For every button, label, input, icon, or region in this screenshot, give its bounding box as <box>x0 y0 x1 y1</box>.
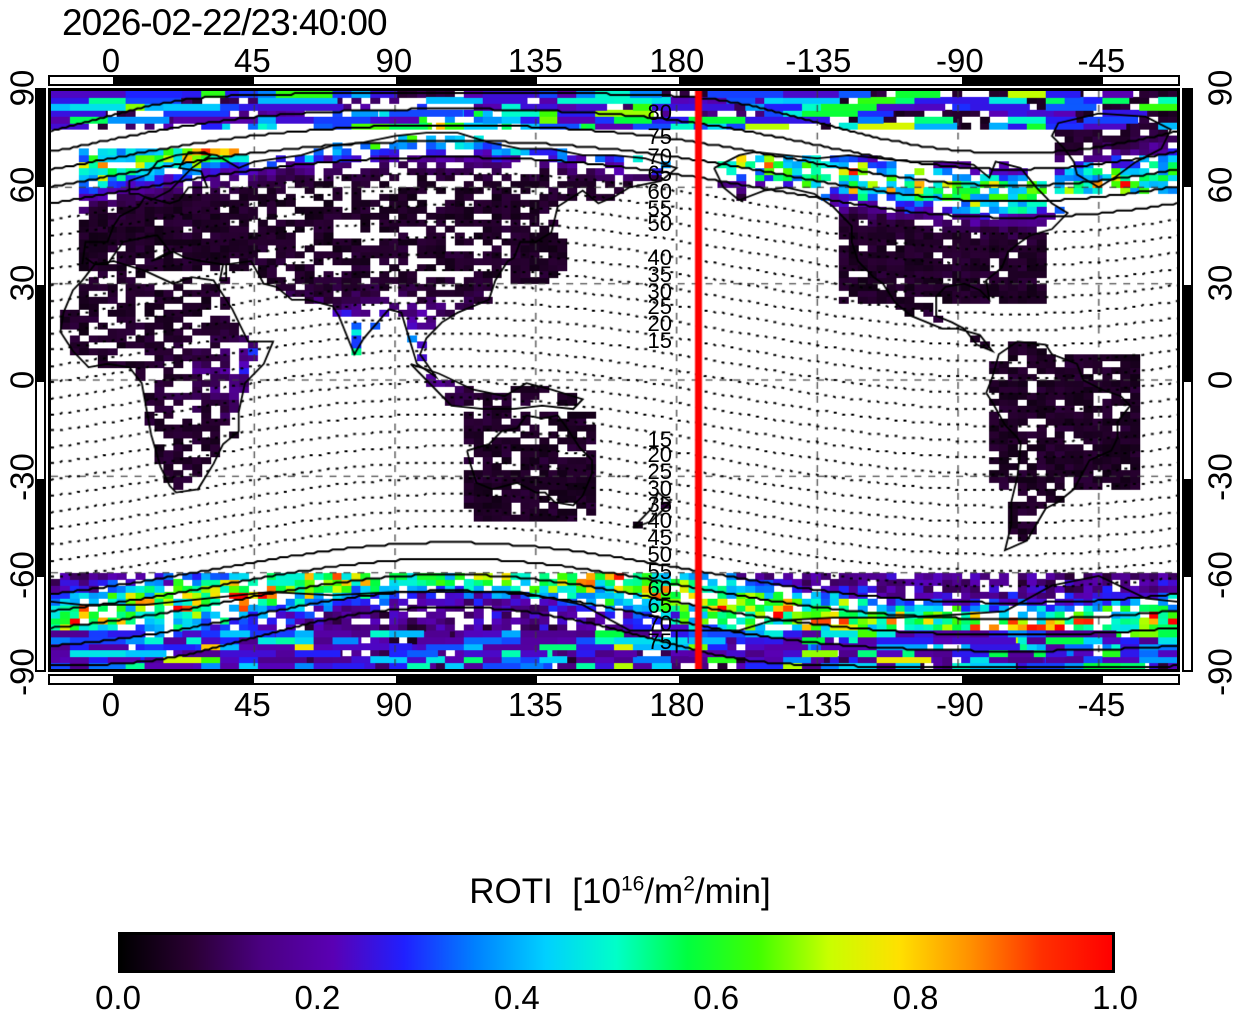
x-axis-tick-label-top: 45 <box>234 42 271 79</box>
maglat-contour-label-south: 75 <box>647 629 672 655</box>
bottom-tick-bar <box>48 674 1180 685</box>
maglat-contour-label-north: 60 <box>647 178 672 204</box>
roti-world-map[interactable] <box>48 88 1180 672</box>
maglat-contour-label-north: 50 <box>647 211 672 237</box>
maglat-contour-label-south: 55 <box>647 559 672 585</box>
maglat-contour-label-north: 35 <box>647 261 672 287</box>
maglat-contour-label-north: 25 <box>647 294 672 320</box>
y-axis-tick-label-right: 60 <box>1201 166 1239 204</box>
maglat-contour-label-south: 20 <box>647 442 672 468</box>
x-axis-tick-label-bottom: 45 <box>234 686 271 723</box>
x-axis-tick-label-top: 180 <box>649 42 705 79</box>
x-axis-tick-label-top: 90 <box>375 42 413 79</box>
maglat-contour-label-south: 45 <box>647 525 672 551</box>
colorbar-title: ROTI [1016/m2/min] <box>469 872 771 911</box>
colorbar[interactable] <box>118 932 1115 973</box>
x-axis-tick-label-top: -135 <box>785 42 852 79</box>
x-axis-tick-label-bottom: 0 <box>101 686 121 723</box>
maglat-contour-label-south: 60 <box>647 575 672 601</box>
colorbar-gradient <box>121 935 1112 970</box>
y-axis-tick-label-right: -60 <box>1201 550 1239 599</box>
y-axis-tick-label-left: 60 <box>3 166 41 204</box>
y-axis-tick-label-right: -90 <box>1201 648 1239 696</box>
colorbar-tick-label: 1.0 <box>1092 979 1138 1016</box>
roti-map-canvas <box>51 91 1177 669</box>
colorbar-tick-label: 0.4 <box>493 979 540 1016</box>
x-axis-tick-label-top: 135 <box>507 42 563 79</box>
x-axis-tick-label-bottom: 90 <box>375 686 413 723</box>
y-axis-tick-label-right: 90 <box>1201 69 1239 107</box>
top-tick-bar <box>48 75 1180 86</box>
x-axis-tick-label-top: -45 <box>1077 42 1126 79</box>
y-axis-tick-label-right: 30 <box>1201 264 1239 302</box>
maglat-contour-label-north: 80 <box>647 99 672 125</box>
x-axis-tick-label-top: -90 <box>936 42 984 79</box>
maglat-contour-label-south: 40 <box>647 508 672 534</box>
y-axis-tick-label-right: 0 <box>1201 370 1239 390</box>
maglat-contour-label-north: 30 <box>647 278 672 304</box>
maglat-contour-label-south: 70 <box>647 610 672 636</box>
y-axis-tick-label-left: 30 <box>3 264 41 302</box>
x-axis-tick-label-bottom: -90 <box>936 686 984 723</box>
y-axis-tick-label-left: -30 <box>3 453 41 502</box>
maglat-contour-label-north: 15 <box>647 328 672 354</box>
maglat-contour-label-south: 35 <box>647 491 672 517</box>
left-tick-bar <box>35 88 46 672</box>
y-axis-tick-label-left: 0 <box>3 370 41 390</box>
colorbar-tick-label: 0.2 <box>294 979 341 1016</box>
page-title: 2026-02-22/23:40:00 <box>62 2 388 43</box>
maglat-contour-label-south: 30 <box>647 476 672 501</box>
x-axis-tick-label-bottom: -45 <box>1077 686 1126 723</box>
maglat-contour-label-north: 70 <box>647 143 672 169</box>
maglat-contour-label-south: 15 <box>647 426 672 452</box>
right-tick-bar <box>1182 88 1193 672</box>
x-axis-tick-label-bottom: -135 <box>785 686 852 723</box>
maglat-contour-label-north: 20 <box>647 311 672 337</box>
y-axis-tick-label-left: -60 <box>3 550 41 599</box>
maglat-contour-label-north: 75 <box>647 124 672 150</box>
maglat-contour-label-north: 55 <box>647 195 672 221</box>
maglat-contour-label-north: 40 <box>647 245 672 270</box>
maglat-contour-label-south: 65 <box>647 592 672 618</box>
maglat-contour-label-south: 50 <box>647 542 672 568</box>
y-axis-tick-label-right: -30 <box>1201 453 1239 502</box>
maglat-contour-label-north: 65 <box>647 160 672 186</box>
y-axis-tick-label-left: 90 <box>3 69 41 107</box>
x-axis-tick-label-top: 0 <box>101 42 121 79</box>
x-axis-tick-label-bottom: 135 <box>507 686 563 723</box>
maglat-contour-label-south: 25 <box>647 459 672 485</box>
x-axis-tick-label-bottom: 180 <box>649 686 705 723</box>
y-axis-tick-label-left: -90 <box>3 648 41 696</box>
colorbar-tick-label: 0.6 <box>693 979 740 1016</box>
colorbar-tick-label: 0.0 <box>95 979 141 1016</box>
colorbar-tick-label: 0.8 <box>892 979 939 1016</box>
